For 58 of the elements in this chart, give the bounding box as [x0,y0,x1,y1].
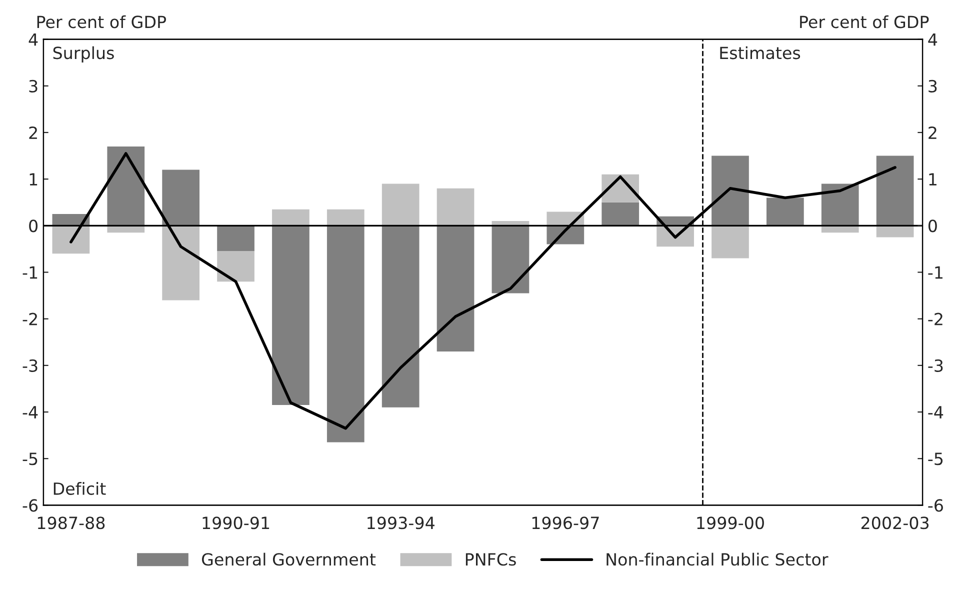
bar [326,226,364,442]
y-tick-label: -6 [22,499,38,512]
x-tick-label: 1999-00 [697,516,764,530]
y2-tick-label: -4 [928,406,944,418]
x-tick-label: 1996-97 [532,516,599,530]
y-tick-label: 0 [29,220,38,232]
legend-label: General Government [202,552,376,566]
y-tick-label: -2 [22,312,37,326]
y2-tick-label: -5 [928,452,943,466]
annotation: Deficit [54,482,106,495]
bar [876,156,914,226]
bar [382,226,420,408]
bar [162,170,200,226]
bar [272,209,310,226]
bar [162,226,200,300]
y-tick-label: -3 [22,359,38,372]
x-tick-label: 2002-03 [861,516,929,530]
bar [107,146,145,226]
y-tick-label: 1 [30,173,38,186]
bar [326,209,364,226]
annotation: Estimates [720,46,800,60]
legend-label: Non-financial Public Sector [606,552,828,566]
y2-tick-label: -3 [928,359,943,372]
y-tick-label: -4 [22,406,38,418]
y2-tick-label: 4 [928,34,938,46]
y2-axis-title: Per cent of GDP [800,15,929,28]
y2-tick-label: -1 [928,266,942,279]
x-tick-label: 1993-94 [368,516,434,530]
bar [382,184,420,226]
bar [821,184,859,226]
y-tick-label: 4 [28,34,38,46]
y2-tick-label: -6 [928,499,943,512]
y-tick-label: 3 [29,80,38,92]
y-tick-label: 2 [29,126,37,139]
bar [436,226,474,352]
y-axis-title: Per cent of GDP [37,15,166,28]
bar [876,226,914,238]
bar [217,226,254,252]
bar [52,226,90,254]
bar [712,156,749,226]
bar [436,188,474,226]
x-tick-label: 1987-88 [38,516,105,530]
bar [492,226,530,294]
annotation: Surplus [53,46,114,62]
y2-tick-label: 2 [928,126,936,139]
x-tick-label: 1990-91 [202,516,270,530]
bar [602,202,640,226]
bar [766,198,804,226]
bar [712,226,749,258]
y2-tick-label: 1 [929,173,936,186]
y2-tick-label: 3 [928,80,937,92]
y-tick-label: -1 [22,266,38,279]
y-tick-label: -5 [22,452,38,466]
y2-tick-label: 0 [928,220,937,232]
legend-label: PNFCs [466,553,516,566]
bar [272,226,310,406]
bar [217,251,254,282]
y2-tick-label: -2 [928,312,942,326]
